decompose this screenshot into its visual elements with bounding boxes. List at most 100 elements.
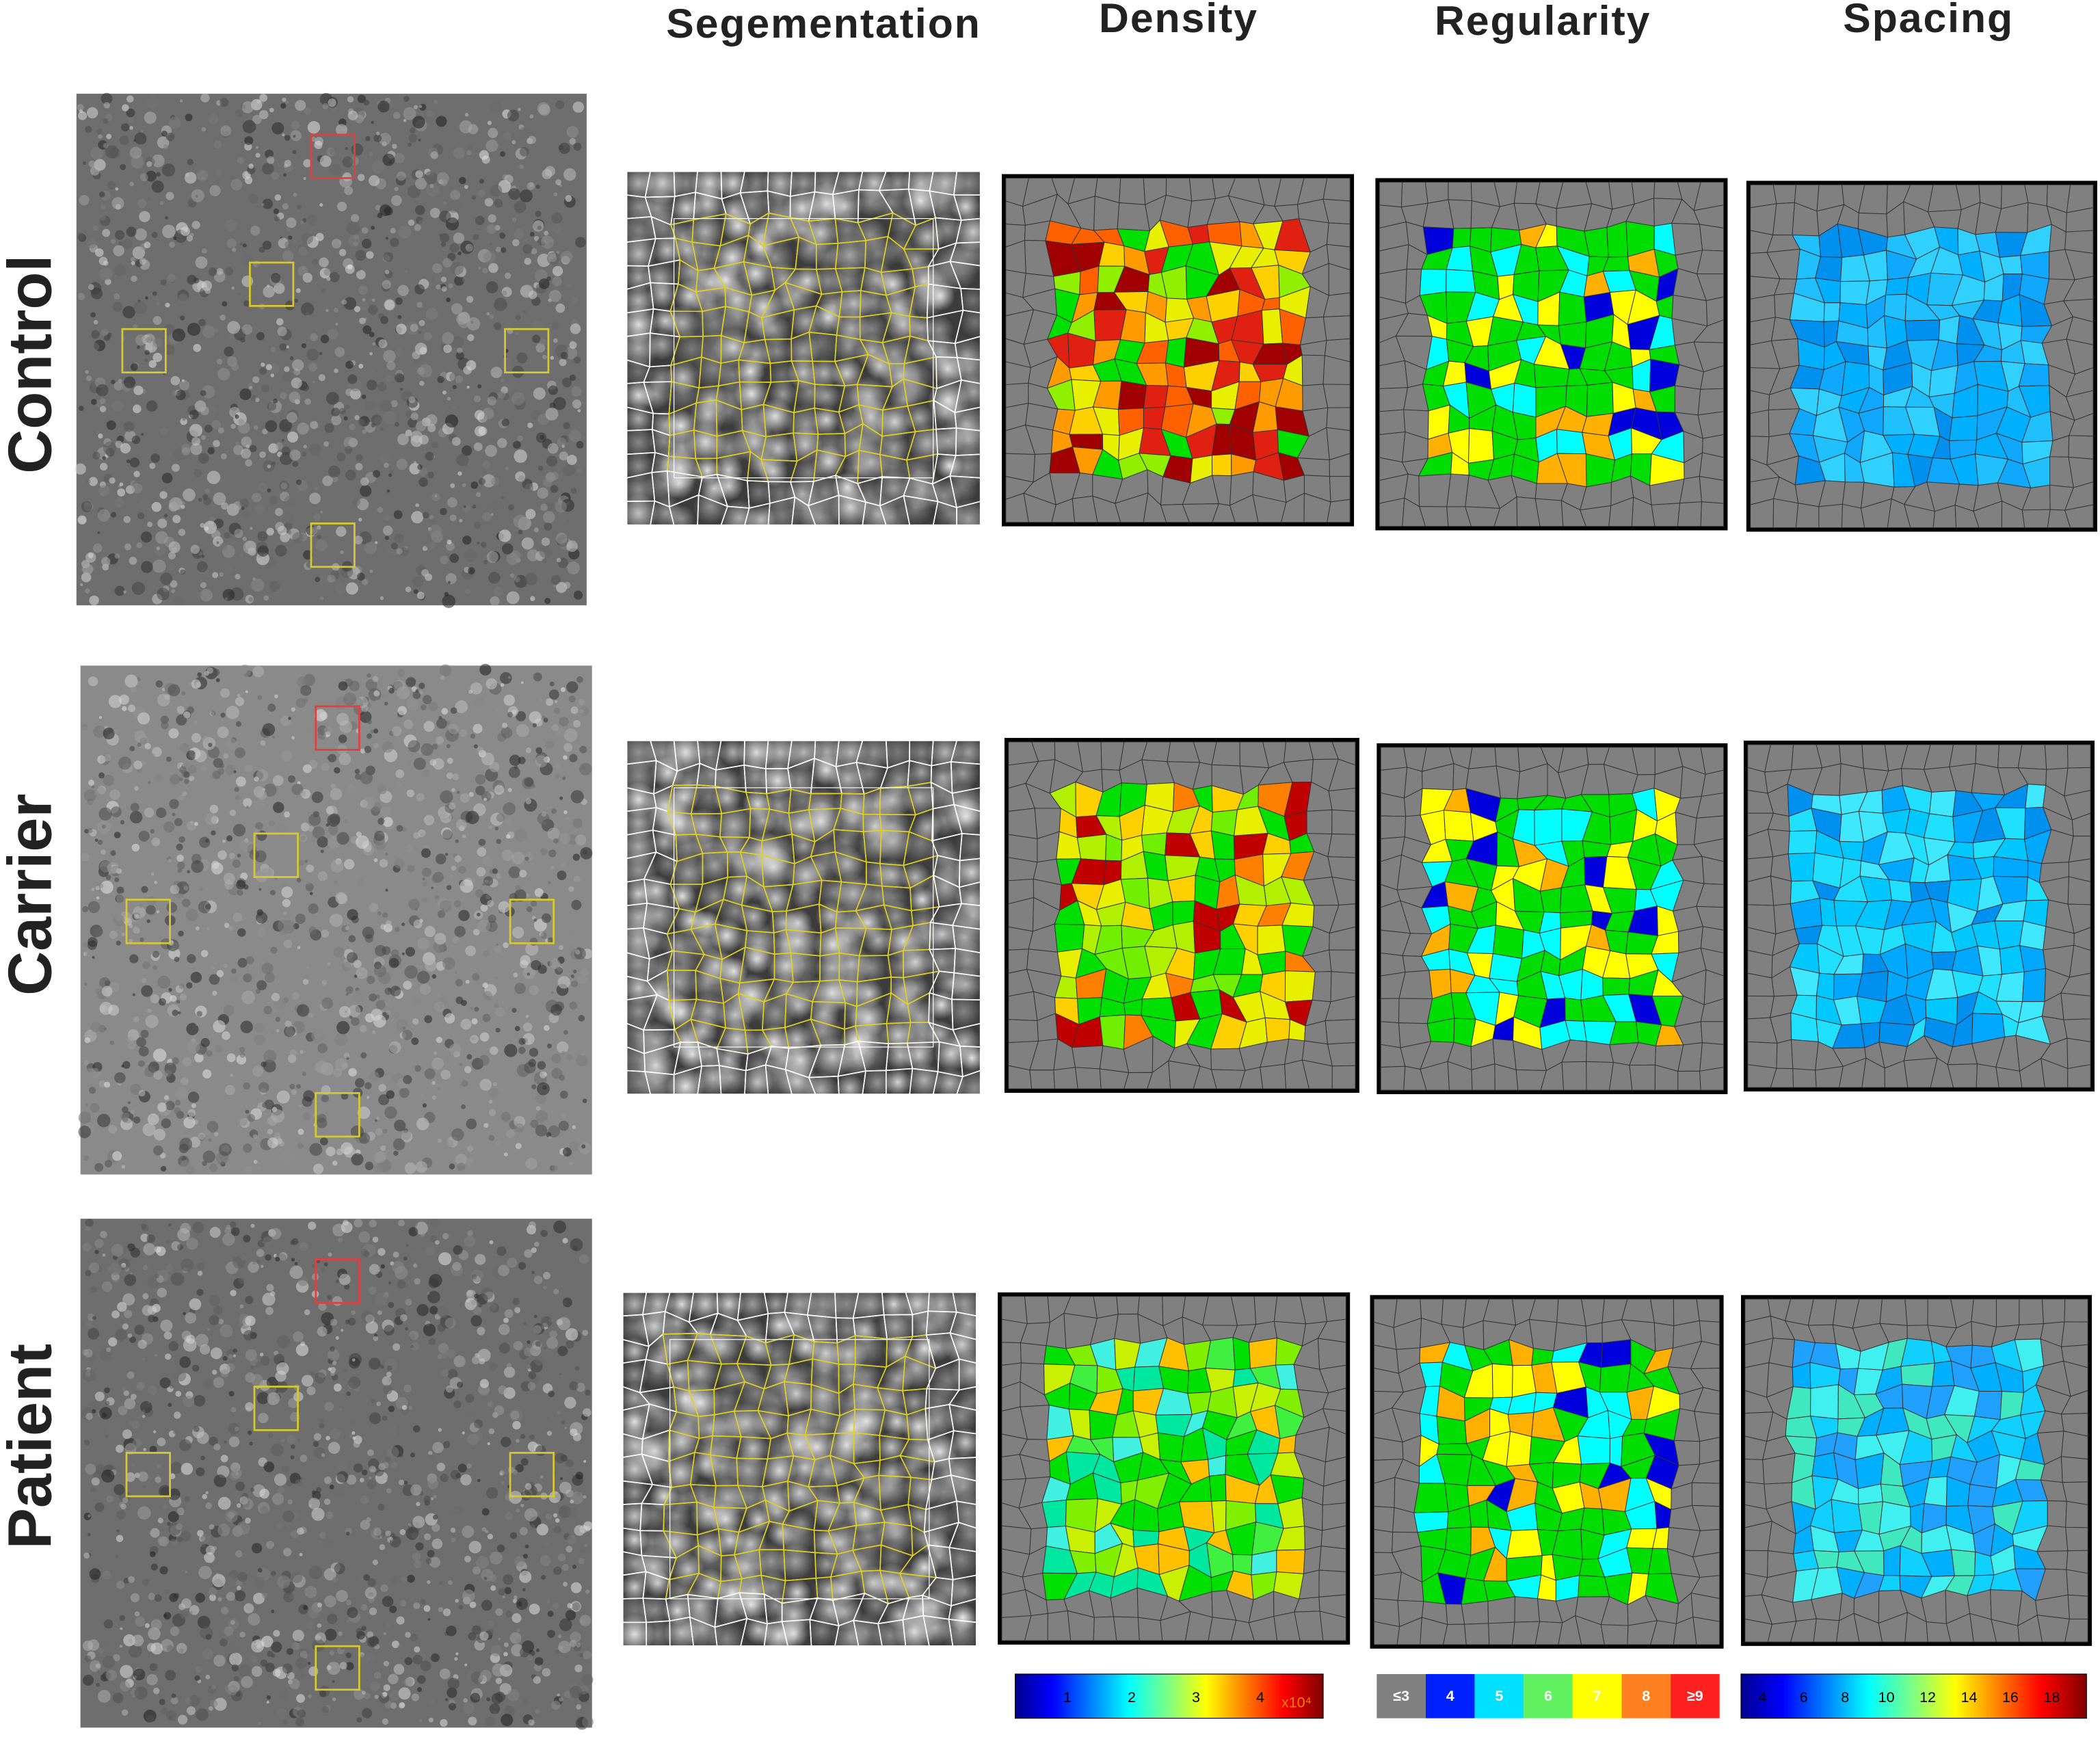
- speckle: [130, 1110, 135, 1115]
- speckle: [276, 318, 284, 326]
- speckle: [503, 942, 509, 949]
- speckle: [432, 1514, 438, 1520]
- speckle: [412, 1552, 421, 1561]
- speckle: [220, 125, 232, 137]
- speckle: [141, 985, 153, 997]
- speckle: [404, 1327, 409, 1331]
- speckle: [249, 386, 253, 390]
- speckle: [416, 671, 425, 680]
- speckle: [383, 1632, 386, 1636]
- speckle: [278, 1690, 289, 1701]
- speckle: [491, 477, 500, 486]
- speckle: [108, 1124, 118, 1134]
- speckle: [357, 94, 366, 103]
- speckle: [382, 1718, 389, 1725]
- speckle: [173, 1593, 179, 1599]
- speckle: [488, 572, 501, 584]
- speckle: [220, 688, 230, 698]
- speckle: [220, 315, 226, 321]
- speckle: [569, 1381, 579, 1390]
- speckle: [183, 711, 191, 719]
- speckle: [572, 1602, 581, 1611]
- speckle: [533, 672, 542, 682]
- speckle: [101, 328, 109, 336]
- speckle: [292, 1630, 304, 1642]
- speckle: [84, 1655, 92, 1662]
- speckle: [266, 1701, 269, 1704]
- speckle: [546, 252, 559, 265]
- speckle: [301, 232, 314, 245]
- speckle: [341, 1329, 344, 1332]
- speckle: [550, 991, 554, 994]
- speckle: [257, 1567, 263, 1573]
- speckle: [408, 740, 421, 753]
- speckle: [300, 836, 306, 841]
- speckle: [358, 518, 362, 522]
- speckle: [94, 1502, 105, 1512]
- speckle: [519, 1647, 530, 1658]
- speckle: [97, 820, 111, 834]
- speckle: [534, 1241, 540, 1247]
- speckle: [235, 747, 245, 758]
- speckle: [488, 1087, 499, 1098]
- speckle: [274, 215, 280, 222]
- speckle: [489, 1574, 497, 1582]
- speckle: [457, 315, 471, 328]
- speckle: [105, 1435, 109, 1438]
- speckle: [260, 740, 266, 746]
- speckle: [406, 676, 416, 687]
- speckle: [181, 1463, 194, 1475]
- speckle: [519, 164, 524, 170]
- speckle: [548, 1491, 561, 1503]
- speckle: [488, 1428, 495, 1435]
- speckle: [150, 829, 155, 834]
- speckle: [183, 1057, 192, 1067]
- speckle: [133, 324, 137, 329]
- speckle: [176, 797, 180, 800]
- speckle: [170, 1272, 185, 1286]
- speckle: [241, 1675, 253, 1688]
- speckle: [573, 875, 581, 883]
- speckle: [395, 347, 404, 356]
- speckle: [176, 1643, 187, 1654]
- speckle: [428, 1277, 439, 1288]
- speckle: [221, 1606, 229, 1615]
- speckle: [524, 483, 533, 493]
- speckle: [531, 959, 542, 970]
- speckle: [369, 1607, 377, 1615]
- speckle: [237, 693, 241, 698]
- speckle: [568, 944, 577, 953]
- speckle: [377, 382, 387, 392]
- speckle: [466, 1290, 477, 1300]
- speckle: [85, 370, 89, 374]
- speckle: [436, 116, 447, 127]
- speckle: [276, 1575, 291, 1589]
- speckle: [240, 1020, 253, 1033]
- speckle: [548, 1136, 551, 1139]
- speckle: [535, 755, 548, 768]
- speckle: [346, 1474, 357, 1485]
- speckle: [382, 141, 387, 147]
- speckle: [245, 956, 254, 965]
- speckle: [442, 258, 452, 268]
- speckle: [105, 1401, 110, 1406]
- speckle: [413, 1263, 418, 1268]
- speckle: [380, 806, 391, 817]
- speckle: [177, 862, 185, 870]
- speckle: [448, 1580, 453, 1585]
- speckle: [85, 950, 92, 957]
- speckle: [418, 829, 426, 838]
- speckle: [295, 913, 306, 924]
- speckle: [439, 1668, 451, 1680]
- speckle: [372, 342, 376, 346]
- speckle: [88, 827, 93, 834]
- speckle: [327, 574, 336, 583]
- speckle: [439, 664, 452, 676]
- speckle: [512, 1298, 520, 1305]
- speckle: [477, 541, 480, 545]
- speckle: [261, 962, 274, 974]
- speckle: [535, 1093, 546, 1104]
- speckle: [128, 118, 133, 123]
- speckle: [486, 551, 499, 563]
- speckle: [324, 423, 334, 433]
